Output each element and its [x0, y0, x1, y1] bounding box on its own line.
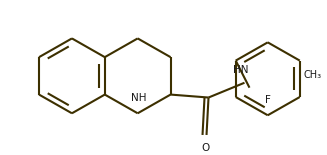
Text: NH: NH — [131, 93, 146, 103]
Text: HN: HN — [233, 65, 248, 75]
Text: CH₃: CH₃ — [304, 70, 322, 80]
Text: O: O — [201, 143, 210, 153]
Text: F: F — [265, 95, 271, 105]
